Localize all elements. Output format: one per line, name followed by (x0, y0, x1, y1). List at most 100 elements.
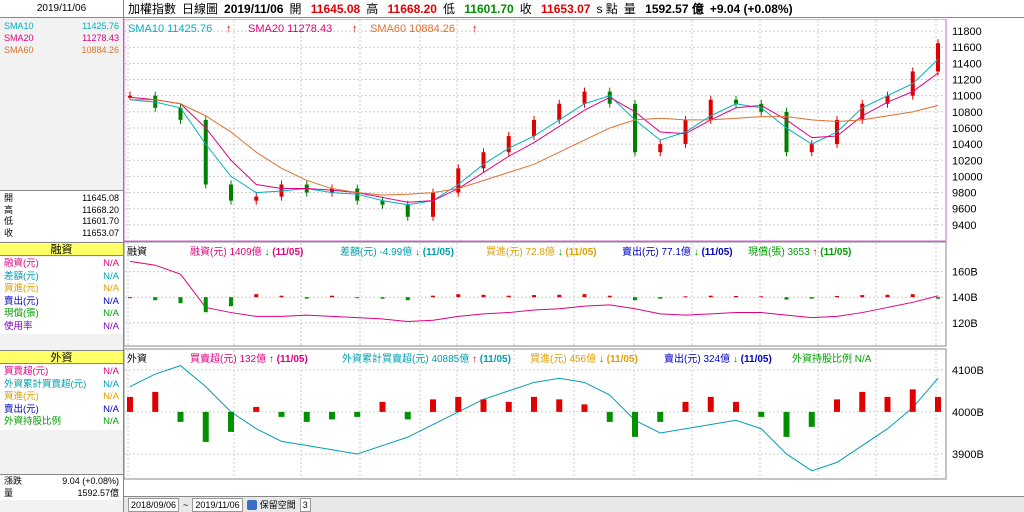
margin-diff-bar (330, 295, 334, 298)
margin-diff-bar (229, 297, 233, 307)
sma60-row: SMA60 10884.26 (4, 44, 119, 56)
y-tick-label: 9800 (952, 188, 976, 200)
y-tick-label: 140B (952, 292, 978, 304)
open-value: 11645.08 (82, 193, 119, 203)
foreign-net-bar (657, 411, 664, 422)
foreign-sell-value: N/A (103, 403, 119, 415)
legend-date: (11/05) (699, 247, 733, 258)
legend-date: (11/05) (274, 354, 308, 365)
chart-area[interactable]: 2018/09/0611122019/010203040506070809101… (123, 18, 1024, 494)
close-row: 收 11653.07 (4, 228, 119, 240)
margin-diff-bar (355, 297, 360, 299)
margin-balance-line (129, 260, 939, 323)
margin-diff-bar (759, 296, 764, 298)
margin-diff-bar (860, 295, 865, 298)
legend-date: (11/05) (738, 354, 772, 365)
y-tick-label: 4100B (952, 365, 984, 377)
foreign-net-bar (859, 391, 866, 412)
foreign-net-bar (682, 401, 689, 412)
margin-diff-bar (557, 294, 562, 298)
series-line-sma60 (130, 99, 939, 196)
change-volume-box: 漲跌 9.04 (+0.08%) 量 1592.57億 (0, 474, 123, 500)
foreign-net-bar (228, 411, 234, 432)
volume-value-top: 1592.57 億 (645, 2, 704, 16)
candle-body (178, 107, 183, 120)
foreign-net-bar (177, 411, 184, 422)
unit-label: s 點 (596, 2, 618, 16)
legend-item: 買進(元) 456億 ↓ (11/05) (530, 352, 638, 365)
margin-diff-bar (532, 295, 536, 298)
margin-diff-bar (683, 296, 688, 298)
keep-space-field[interactable]: 3 (299, 497, 311, 512)
candle-body (405, 204, 410, 217)
foreign-cum-row: 外資累計買賣超(元) N/A (4, 379, 119, 392)
period-label[interactable]: 日線圖 (182, 2, 219, 16)
legend-sma20: SMA20 11278.43 (248, 23, 332, 35)
candle-body (885, 95, 890, 104)
margin-diff-bar (658, 297, 663, 299)
y-tick-label: 3900B (952, 449, 984, 461)
margin-diff-bar (279, 295, 284, 298)
candle-body (936, 43, 940, 72)
margin-section-header: 融資 (0, 242, 123, 256)
y-tick-label: 11400 (952, 58, 982, 70)
y-tick-label: 11800 (952, 26, 982, 38)
candle-body (128, 95, 132, 98)
margin-buy-label: 買進(元) (4, 283, 39, 294)
margin-diff-bar (128, 297, 132, 299)
legend-item: 差額(元) -4.99億 ↓ (11/05) (340, 245, 454, 258)
sma60-value: 10884.26 (81, 45, 119, 55)
foreign-net-bar (430, 399, 436, 412)
sma60-name: SMA60 (4, 45, 34, 55)
margin-diff-bar (380, 297, 385, 299)
margin-diff-bar (153, 297, 158, 301)
foreign-sell-label: 賣出(元) (4, 403, 39, 415)
legend-item: 買賣超(元) 132億 ↑ (11/05) (190, 352, 308, 365)
margin-buy-value: N/A (103, 283, 119, 294)
y-tick-label: 11600 (952, 42, 982, 54)
candle-body (582, 91, 587, 104)
margin-repay-value: N/A (103, 308, 119, 319)
candle-body (481, 152, 486, 169)
quote-date: 2019/11/06 (224, 1, 284, 16)
high-value-top: 11668.20 (387, 2, 437, 16)
foreign-cum-line (129, 365, 939, 472)
foreign-net-bar (632, 411, 638, 437)
calendar-icon[interactable] (246, 499, 257, 510)
margin-diff-bar (885, 294, 890, 298)
margin-repay-row: 現償(張) N/A (4, 308, 119, 321)
close-label: 收 (4, 227, 14, 238)
foreign-net-bar (808, 411, 815, 427)
margin-diff-bar (607, 295, 612, 298)
range-tilde: ~ (183, 499, 189, 510)
legend-sma10: SMA10 11425.76 (128, 23, 212, 35)
sma20-row: SMA20 11278.43 (4, 32, 119, 44)
y-tick-label: 160B (952, 267, 978, 279)
legend-item: 買進(元) 72.8億 ↓ (11/05) (486, 245, 597, 258)
legend-arrow: ↑ (472, 354, 477, 365)
candle-body (734, 99, 738, 104)
candle-body (506, 136, 511, 153)
legend-date: (11/05) (604, 354, 638, 365)
close-value: 11653.07 (82, 227, 119, 238)
index-name: 加權指數 (128, 2, 177, 16)
legend-item: 賣出(元) 324億 ↓ (11/05) (664, 352, 772, 365)
range-end-field[interactable]: 2019/11/06 (192, 497, 243, 512)
legend-date: (11/05) (563, 247, 597, 258)
legend-item: 賣出(元) 77.1億 ↓ (11/05) (622, 245, 733, 258)
stock-chart[interactable]: 2018/09/0611122019/010203040506070809101… (123, 18, 1024, 494)
foreign-net-bar (707, 396, 714, 412)
y-tick-label: 4000B (952, 407, 984, 419)
margin-list: 融資(元) N/A 差額(元) N/A 買進(元) N/A 賣出(元) N/A 現償(張… (0, 257, 123, 334)
open-value-top: 11645.08 (310, 2, 361, 16)
foreign-buy-label: 買進(元) (4, 391, 39, 402)
foreign-net-bar (758, 411, 765, 417)
range-start-field[interactable]: 2018/09/06 (128, 497, 180, 512)
margin-diff-bar (254, 294, 259, 298)
margin-diff-bar (481, 294, 486, 298)
low-label-top: 低 11601.70 (442, 2, 514, 16)
foreign-cum-label: 外資累計買賣超(元) (4, 378, 87, 390)
foreign-net-bar (733, 401, 739, 412)
margin-diff-bar (910, 294, 915, 298)
close-value-top: 11653.07 (541, 2, 591, 16)
